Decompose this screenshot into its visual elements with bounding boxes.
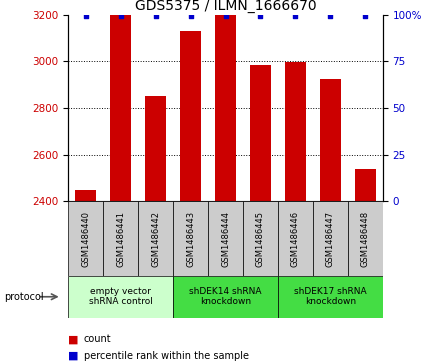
Point: [82, 13, 89, 19]
Bar: [103, 201, 138, 276]
Bar: [75, 190, 96, 201]
Bar: [208, 201, 243, 276]
Text: GSM1486441: GSM1486441: [116, 211, 125, 267]
Bar: [110, 15, 131, 201]
Bar: [278, 276, 383, 318]
Bar: [355, 169, 376, 201]
Text: ■: ■: [68, 351, 79, 361]
Bar: [285, 62, 306, 201]
Bar: [215, 15, 236, 201]
Text: percentile rank within the sample: percentile rank within the sample: [84, 351, 249, 361]
Text: GSM1486445: GSM1486445: [256, 211, 265, 267]
Title: GDS5375 / ILMN_1666670: GDS5375 / ILMN_1666670: [135, 0, 316, 13]
Text: GSM1486442: GSM1486442: [151, 211, 160, 267]
Text: empty vector
shRNA control: empty vector shRNA control: [89, 287, 153, 306]
Text: GSM1486444: GSM1486444: [221, 211, 230, 267]
Text: GSM1486443: GSM1486443: [186, 211, 195, 267]
Bar: [348, 201, 383, 276]
Point: [362, 13, 369, 19]
Text: GSM1486440: GSM1486440: [81, 211, 90, 267]
Bar: [243, 201, 278, 276]
Point: [152, 13, 159, 19]
Bar: [320, 79, 341, 201]
Text: GSM1486446: GSM1486446: [291, 211, 300, 267]
Point: [117, 13, 124, 19]
Text: GSM1486447: GSM1486447: [326, 211, 335, 267]
Bar: [250, 65, 271, 201]
Text: count: count: [84, 334, 111, 344]
Text: GSM1486448: GSM1486448: [361, 211, 370, 267]
Bar: [278, 201, 313, 276]
Bar: [145, 96, 166, 201]
Point: [327, 13, 334, 19]
Text: shDEK17 shRNA
knockdown: shDEK17 shRNA knockdown: [294, 287, 367, 306]
Bar: [138, 201, 173, 276]
Bar: [68, 276, 173, 318]
Bar: [313, 201, 348, 276]
Bar: [68, 201, 103, 276]
Point: [187, 13, 194, 19]
Point: [222, 13, 229, 19]
Text: protocol: protocol: [4, 292, 44, 302]
Bar: [180, 31, 201, 201]
Bar: [173, 276, 278, 318]
Bar: [173, 201, 208, 276]
Point: [292, 13, 299, 19]
Text: shDEK14 shRNA
knockdown: shDEK14 shRNA knockdown: [189, 287, 262, 306]
Text: ■: ■: [68, 334, 79, 344]
Point: [257, 13, 264, 19]
